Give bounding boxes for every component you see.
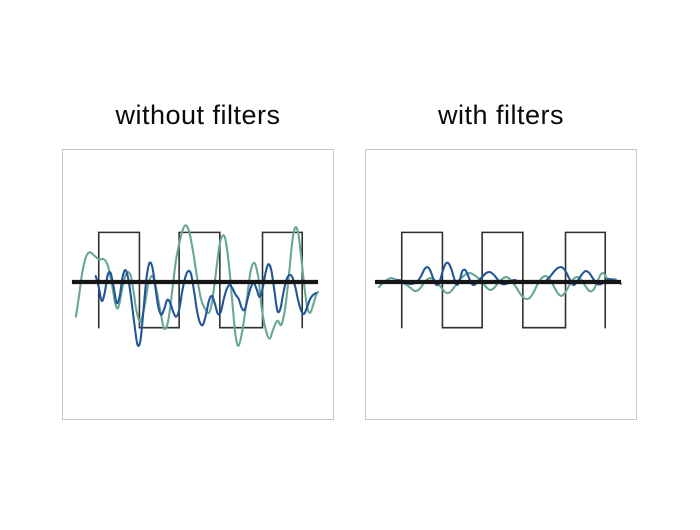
filtered-signal-teal-path (377, 271, 623, 301)
panel-title-without-filters: without filters (115, 100, 281, 130)
noisy-signal-blue-path (94, 261, 318, 347)
panel-with-filters (365, 149, 637, 420)
square-wave-reference-path (97, 231, 304, 329)
square-wave-reference-path (400, 231, 607, 329)
waveform-plot-without-filters (71, 224, 320, 347)
noisy-signal-teal-path (74, 224, 320, 347)
panel-without-filters (62, 149, 334, 420)
panel-title-with-filters: with filters (437, 100, 565, 130)
waveform-plot-with-filters (374, 231, 623, 329)
